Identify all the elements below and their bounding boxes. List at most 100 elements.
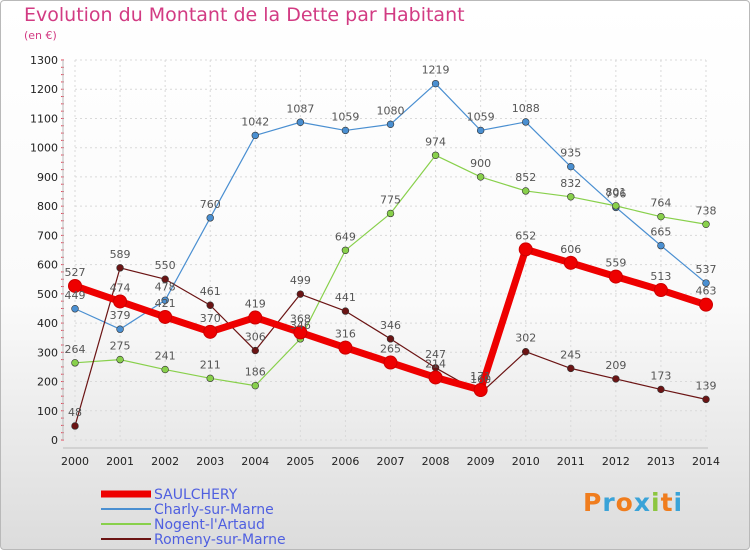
data-label: 760 [200,198,221,211]
y-tick-label: 1200 [30,83,58,96]
data-point [203,324,218,339]
grid [74,59,707,441]
data-label: 421 [155,297,176,310]
data-point [386,120,395,129]
data-label: 935 [560,147,581,160]
data-label: 589 [110,248,131,261]
data-point [383,355,398,370]
data-label: 370 [200,312,221,325]
logo-letter: x [633,488,651,517]
data-label: 419 [245,298,266,311]
x-tick-label: 2014 [692,455,720,468]
data-label: 1219 [422,64,450,77]
data-label: 665 [650,226,671,239]
legend: SAULCHERYCharly-sur-MarneNogent-l'Artaud… [101,487,286,548]
data-point [161,296,169,304]
data-label: 832 [560,177,581,190]
data-point [158,309,173,324]
data-point [113,294,128,309]
data-label: 461 [200,285,221,298]
data-point [296,118,305,126]
data-point [161,365,169,374]
logo-letter: P [583,488,603,517]
data-label: 241 [155,350,176,363]
y-axis: 0 100 200 300 400 500 600 700 800 900 1000 1100 1200… [30,54,64,447]
data-label: 245 [560,348,581,361]
data-point [206,301,214,309]
data-label: 499 [290,274,311,287]
series-lines [68,79,713,430]
x-tick-label: 2003 [196,455,224,468]
data-label: 1059 [331,110,359,123]
data-label: 449 [65,289,86,302]
x-tick-label: 2005 [286,455,314,468]
legend-label: SAULCHERY [154,487,238,503]
data-label: 652 [515,229,536,242]
data-point [386,335,395,343]
data-label: 1088 [512,102,540,115]
y-tick-label: 1100 [30,112,58,125]
data-point [653,283,668,298]
y-tick-label: 300 [37,346,58,359]
data-label: 379 [110,309,131,322]
data-point [206,374,214,383]
data-label: 764 [650,197,671,210]
data-label: 738 [696,204,717,217]
y-tick-label: 800 [37,200,58,213]
data-label: 209 [605,359,626,372]
x-tick-label: 2013 [647,455,675,468]
logo-letter: i [651,488,661,517]
data-point [116,325,124,333]
data-label: 275 [110,340,131,353]
data-point [699,297,713,312]
data-point [296,290,305,298]
data-point [206,214,214,222]
data-point [116,355,124,364]
x-tick-label: 2004 [241,455,269,468]
data-point [657,212,665,221]
data-point [612,375,620,383]
x-tick-label: 2000 [61,455,89,468]
y-tick-label: 400 [37,317,58,330]
legend-label: Charly-sur-Marne [154,502,274,518]
y-tick-label: 1000 [30,142,58,155]
data-point [71,359,79,367]
data-point [657,385,665,394]
data-label: 186 [245,366,266,379]
data-label: 550 [155,259,176,272]
data-label: 441 [335,291,356,304]
data-point [567,193,575,201]
data-labels: 527 474 421 370 419 368 316 265 214 171 652 606 559 5… [65,64,717,419]
data-label: 796 [605,187,626,200]
data-point [522,187,530,195]
x-tick-label: 2002 [151,455,179,468]
data-label: 211 [200,358,221,371]
data-label: 48 [68,406,82,419]
data-label: 247 [425,348,446,361]
legend-label: Nogent-l'Artaud [154,517,265,533]
data-label: 264 [65,343,86,356]
x-tick-label: 2001 [106,455,134,468]
chart-title: Evolution du Montant de la Dette par Hab… [24,4,465,26]
data-label: 1087 [286,102,314,115]
data-label: 527 [65,266,86,279]
data-label: 513 [650,270,671,283]
data-label: 649 [335,230,356,243]
x-tick-label: 2011 [557,455,585,468]
data-point [341,307,350,315]
x-tick-label: 2012 [602,455,630,468]
data-point [567,162,575,171]
data-point [116,264,124,272]
data-label: 606 [560,243,581,256]
y-tick-label: 100 [37,405,58,418]
data-point [608,269,623,284]
data-point [251,346,259,355]
data-label: 775 [380,193,401,206]
data-label: 474 [110,281,131,294]
y-tick-label: 600 [37,259,58,272]
data-point [71,305,79,313]
data-label: 801 [605,186,626,199]
logo-letter: r [602,488,616,517]
data-label: 173 [650,369,671,382]
